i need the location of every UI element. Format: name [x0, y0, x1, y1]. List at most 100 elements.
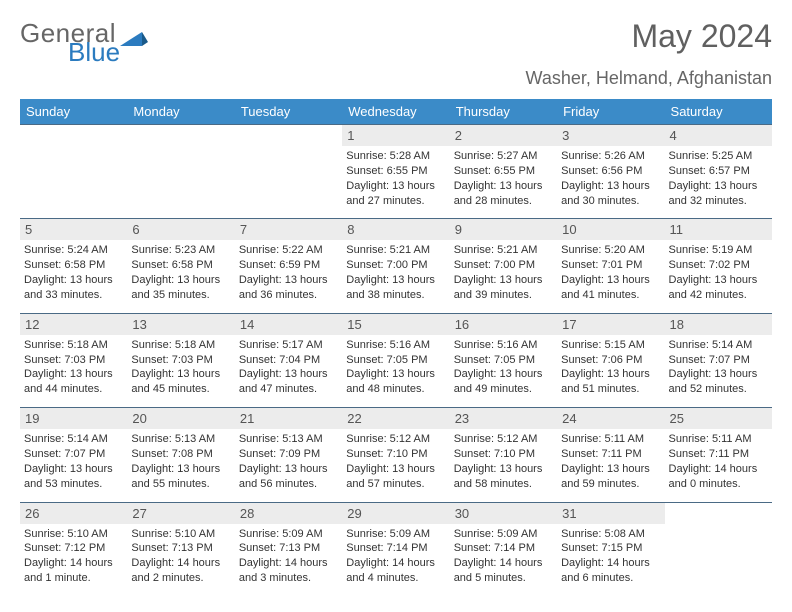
calendar-day: 4Sunrise: 5:25 AMSunset: 6:57 PMDaylight…: [665, 125, 772, 219]
daylight-line: Daylight: 13 hours and 33 minutes.: [24, 273, 123, 303]
calendar-day: 12 Sunrise: 5:18 AMSunset: 7:03 PMDayligh…: [20, 313, 127, 407]
sunrise-line: Sunrise: 5:13 AM: [239, 432, 338, 447]
sunset-line: Sunset: 7:00 PM: [454, 258, 553, 273]
day-number: 25: [665, 408, 772, 429]
daylight-line: Daylight: 13 hours and 52 minutes.: [669, 367, 768, 397]
calendar-day: 19Sunrise: 5:14 AMSunset: 7:07 PMDayligh…: [20, 408, 127, 502]
calendar-day: 6Sunrise: 5:23 AMSunset: 6:58 PMDaylight…: [127, 219, 234, 313]
daylight-line: Daylight: 13 hours and 35 minutes.: [131, 273, 230, 303]
sunrise-line: Sunrise: 5:24 AM: [24, 243, 123, 258]
daylight-line: Daylight: 13 hours and 39 minutes.: [454, 273, 553, 303]
sunrise-line: Sunrise: 5:16 AM: [454, 338, 553, 353]
calendar-day: 22Sunrise: 5:12 AMSunset: 7:10 PMDayligh…: [342, 408, 449, 502]
calendar-day: 18Sunrise: 5:14 AMSunset: 7:07 PMDayligh…: [665, 313, 772, 407]
sunset-line: Sunset: 7:05 PM: [346, 353, 445, 368]
calendar-week: 5Sunrise: 5:24 AMSunset: 6:58 PMDaylight…: [20, 219, 772, 313]
daylight-line: Daylight: 13 hours and 53 minutes.: [24, 462, 123, 492]
day-details: Sunrise: 5:14 AMSunset: 7:07 PMDaylight:…: [669, 338, 768, 397]
calendar-week: 26Sunrise: 5:10 AMSunset: 7:12 PMDayligh…: [20, 502, 772, 596]
day-number: 2: [450, 125, 557, 146]
weekday-header: Thursday: [450, 99, 557, 125]
sunset-line: Sunset: 7:15 PM: [561, 541, 660, 556]
day-number: 28: [235, 503, 342, 524]
calendar-day: 2Sunrise: 5:27 AMSunset: 6:55 PMDaylight…: [450, 125, 557, 219]
sunset-line: Sunset: 6:59 PM: [239, 258, 338, 273]
day-details: Sunrise: 5:17 AMSunset: 7:04 PMDaylight:…: [239, 338, 338, 397]
day-details: Sunrise: 5:15 AMSunset: 7:06 PMDaylight:…: [561, 338, 660, 397]
sunrise-line: Sunrise: 5:10 AM: [131, 527, 230, 542]
daylight-line: Daylight: 13 hours and 56 minutes.: [239, 462, 338, 492]
calendar-day: 13Sunrise: 5:18 AMSunset: 7:03 PMDayligh…: [127, 313, 234, 407]
calendar-day: 26Sunrise: 5:10 AMSunset: 7:12 PMDayligh…: [20, 502, 127, 596]
sunrise-line: Sunrise: 5:17 AM: [239, 338, 338, 353]
calendar-day: 14 Sunrise: 5:17 AMSunset: 7:04 PMDayligh…: [235, 313, 342, 407]
brand-part2: Blue: [68, 37, 120, 67]
daylight-line: Daylight: 13 hours and 27 minutes.: [346, 179, 445, 209]
day-details: Sunrise: 5:16 AMSunset: 7:05 PMDaylight:…: [454, 338, 553, 397]
day-number: 1: [342, 125, 449, 146]
day-number: 12: [20, 314, 127, 335]
day-details: Sunrise: 5:26 AMSunset: 6:56 PMDaylight:…: [561, 149, 660, 208]
day-details: Sunrise: 5:20 AMSunset: 7:01 PMDaylight:…: [561, 243, 660, 302]
daylight-line: Daylight: 13 hours and 51 minutes.: [561, 367, 660, 397]
sunset-line: Sunset: 7:14 PM: [346, 541, 445, 556]
day-number: 17: [557, 314, 664, 335]
weekday-header: Monday: [127, 99, 234, 125]
sunrise-line: Sunrise: 5:10 AM: [24, 527, 123, 542]
sunrise-line: Sunrise: 5:09 AM: [346, 527, 445, 542]
calendar-day: 7Sunrise: 5:22 AMSunset: 6:59 PMDaylight…: [235, 219, 342, 313]
calendar-day: 23Sunrise: 5:12 AMSunset: 7:10 PMDayligh…: [450, 408, 557, 502]
daylight-line: Daylight: 13 hours and 58 minutes.: [454, 462, 553, 492]
month-title: May 2024: [631, 18, 772, 55]
day-number: 13: [127, 314, 234, 335]
sunrise-line: Sunrise: 5:21 AM: [346, 243, 445, 258]
sunrise-line: Sunrise: 5:15 AM: [561, 338, 660, 353]
weekday-header: Friday: [557, 99, 664, 125]
day-number: 24: [557, 408, 664, 429]
sunset-line: Sunset: 6:56 PM: [561, 164, 660, 179]
daylight-line: Daylight: 14 hours and 4 minutes.: [346, 556, 445, 586]
sunrise-line: Sunrise: 5:11 AM: [669, 432, 768, 447]
sunset-line: Sunset: 7:03 PM: [24, 353, 123, 368]
sunset-line: Sunset: 7:10 PM: [346, 447, 445, 462]
daylight-line: Daylight: 13 hours and 47 minutes.: [239, 367, 338, 397]
calendar-week: 1Sunrise: 5:28 AMSunset: 6:55 PMDaylight…: [20, 125, 772, 219]
sunset-line: Sunset: 7:09 PM: [239, 447, 338, 462]
daylight-line: Daylight: 13 hours and 30 minutes.: [561, 179, 660, 209]
day-number: 5: [20, 219, 127, 240]
sunrise-line: Sunrise: 5:27 AM: [454, 149, 553, 164]
sunrise-line: Sunrise: 5:14 AM: [669, 338, 768, 353]
sunset-line: Sunset: 7:05 PM: [454, 353, 553, 368]
calendar-day: 11Sunrise: 5:19 AMSunset: 7:02 PMDayligh…: [665, 219, 772, 313]
calendar-header: SundayMondayTuesdayWednesdayThursdayFrid…: [20, 99, 772, 125]
day-number: 29: [342, 503, 449, 524]
sunrise-line: Sunrise: 5:21 AM: [454, 243, 553, 258]
day-number: 23: [450, 408, 557, 429]
day-number: 31: [557, 503, 664, 524]
day-number: 9: [450, 219, 557, 240]
calendar-day: 31Sunrise: 5:08 AMSunset: 7:15 PMDayligh…: [557, 502, 664, 596]
sunset-line: Sunset: 6:58 PM: [131, 258, 230, 273]
day-details: Sunrise: 5:24 AMSunset: 6:58 PMDaylight:…: [24, 243, 123, 302]
daylight-line: Daylight: 13 hours and 42 minutes.: [669, 273, 768, 303]
logo-icon: [120, 24, 148, 44]
sunset-line: Sunset: 6:55 PM: [454, 164, 553, 179]
calendar-day: 1 Sunrise: 5:28 AMSunset: 6:55 PMDaylight…: [342, 125, 449, 219]
day-details: Sunrise: 5:11 AMSunset: 7:11 PMDaylight:…: [561, 432, 660, 491]
sunrise-line: Sunrise: 5:28 AM: [346, 149, 445, 164]
day-number: 4: [665, 125, 772, 146]
day-details: Sunrise: 5:09 AMSunset: 7:14 PMDaylight:…: [346, 527, 445, 586]
day-details: Sunrise: 5:28 AMSunset: 6:55 PMDaylight:…: [346, 149, 445, 208]
calendar-day: 24 Sunrise: 5:11 AMSunset: 7:11 PMDayligh…: [557, 408, 664, 502]
sunrise-line: Sunrise: 5:11 AM: [561, 432, 660, 447]
weekday-header: Wednesday: [342, 99, 449, 125]
daylight-line: Daylight: 14 hours and 1 minute.: [24, 556, 123, 586]
calendar-empty: [235, 125, 342, 219]
day-details: Sunrise: 5:18 AMSunset: 7:03 PMDaylight:…: [24, 338, 123, 397]
sunrise-line: Sunrise: 5:20 AM: [561, 243, 660, 258]
daylight-line: Daylight: 13 hours and 38 minutes.: [346, 273, 445, 303]
day-number: 21: [235, 408, 342, 429]
calendar-day: 15Sunrise: 5:16 AMSunset: 7:05 PMDayligh…: [342, 313, 449, 407]
day-number: 14: [235, 314, 342, 335]
weekday-header: Saturday: [665, 99, 772, 125]
